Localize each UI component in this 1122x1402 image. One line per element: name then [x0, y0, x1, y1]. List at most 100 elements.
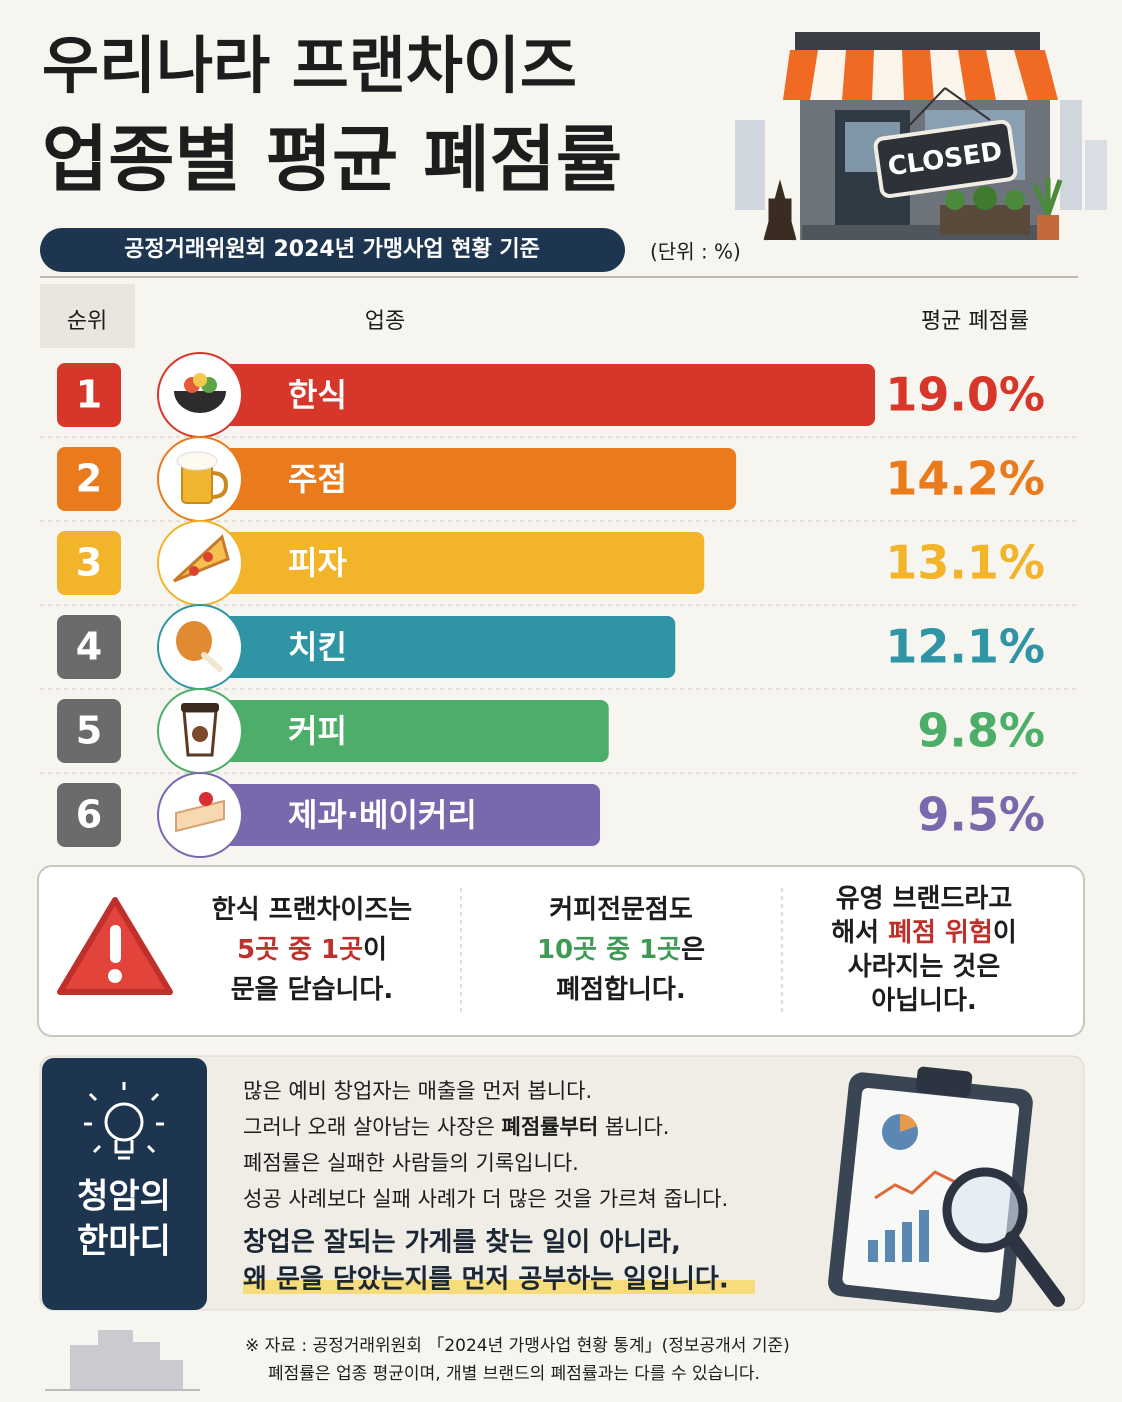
value-label: 13.1% — [885, 536, 1045, 590]
rank-badge — [57, 615, 121, 679]
value-label: 9.8% — [917, 704, 1045, 758]
rank: 3 — [76, 541, 102, 585]
category-icon — [181, 703, 219, 757]
rank-badge — [57, 531, 121, 595]
category-icon — [176, 621, 223, 672]
text-segment: 커피전문점도 — [549, 895, 693, 925]
text-segment: 한식 프랜차이즈는 — [212, 895, 412, 925]
bulb-icon — [84, 1082, 164, 1160]
text-segment: 해서 — [831, 918, 888, 948]
category-label: 한식 — [288, 376, 347, 414]
text-segment: 폐점률은 실패한 사람들의 기록입니다. — [243, 1151, 579, 1175]
category-label: 제과·베이커리 — [288, 796, 477, 834]
text-segment: 성공 사례보다 실패 사례가 더 많은 것을 가르쳐 줍니다. — [243, 1187, 728, 1211]
advice-label-box — [42, 1058, 207, 1310]
text-line: 사라지는 것은 — [848, 952, 1001, 982]
value-label: 14.2% — [885, 452, 1045, 506]
subtitle-pill — [40, 228, 625, 272]
text-line: 커피전문점도 — [549, 895, 693, 925]
title-line: 우리나라 프랜차이즈 — [42, 29, 577, 102]
text-line: 폐점률은 실패한 사람들의 기록입니다. — [243, 1151, 579, 1175]
icon-part — [175, 799, 225, 833]
rank: 5 — [76, 709, 102, 753]
text-line: 한식 프랜차이즈는 — [212, 895, 412, 925]
emphasis: 5곳 중 1곳 — [237, 935, 363, 965]
rank-badge — [57, 363, 121, 427]
text-segment: 아닙니다. — [871, 986, 977, 1016]
advice-emphasis: 창업은 잘되는 가게를 찾는 일이 아니라, — [243, 1228, 681, 1258]
bar-rows: 1 한식 19.0% 2 주점 14.2% 3 피자 13.1% 4 치킨 12.1% 5 커피 9.8% 6… — [40, 352, 1080, 858]
value-label: 9.5% — [917, 788, 1045, 842]
icon-part — [203, 552, 213, 562]
advice-label: 한마디 — [77, 1222, 171, 1262]
icon-part — [192, 726, 208, 742]
header-cell — [40, 284, 135, 348]
text-line: 해서 폐점 위험이 — [831, 918, 1017, 948]
icon-part — [189, 566, 199, 576]
bar — [200, 532, 705, 594]
rank: 1 — [76, 373, 102, 417]
text-line: 폐점합니다. — [556, 975, 685, 1005]
icon-part — [176, 621, 212, 661]
icon-part — [172, 534, 230, 583]
text-line: 아닙니다. — [871, 986, 977, 1016]
text-line: 그러나 오래 살아남는 사장은 폐점률부터 봅니다. — [243, 1115, 669, 1139]
column-header: 평균 폐점률 — [921, 309, 1029, 334]
bar — [200, 700, 609, 762]
text-segment: 문을 닫습니다. — [231, 975, 393, 1005]
highlight — [243, 1280, 755, 1294]
insight-box — [37, 865, 1085, 1037]
advice-emphasis: 왜 문을 닫았는지를 먼저 공부하는 일입니다. — [243, 1265, 729, 1295]
text-segment: 그러나 오래 살아남는 사장은 — [243, 1115, 502, 1139]
icon-part — [211, 471, 229, 499]
value-label: 19.0% — [885, 368, 1045, 422]
text-segment: 사라지는 것은 — [848, 952, 1001, 982]
clipboard-illustration — [828, 1066, 1065, 1313]
bar — [200, 364, 876, 426]
text-segment: 봅니다. — [598, 1115, 669, 1139]
text-line: 문을 닫습니다. — [231, 975, 393, 1005]
text-line: 많은 예비 창업자는 매출을 먼저 봅니다. — [243, 1079, 592, 1103]
category-label: 주점 — [288, 460, 347, 498]
column-header: 순위 — [67, 309, 107, 334]
bar — [200, 616, 676, 678]
text-line: 유영 브랜드라고 — [836, 884, 1013, 914]
emphasis: 10곳 중 1곳 — [537, 935, 681, 965]
storefront-illustration — [735, 32, 1107, 241]
rank: 4 — [76, 625, 102, 669]
text-line: 10곳 중 1곳은 — [537, 935, 705, 965]
icon-part — [193, 373, 207, 387]
rank: 6 — [76, 793, 102, 837]
warning-icon — [57, 897, 173, 995]
text-segment: 이 — [993, 918, 1017, 948]
text-segment: 이 — [363, 935, 387, 965]
category-icon — [176, 451, 229, 504]
category-icon — [172, 534, 230, 583]
text-line: 성공 사례보다 실패 사례가 더 많은 것을 가르쳐 줍니다. — [243, 1187, 728, 1211]
text-line: 5곳 중 1곳이 — [237, 935, 387, 965]
icon-part — [199, 792, 213, 806]
icon-part — [174, 391, 226, 413]
category-icon — [175, 792, 225, 833]
bar — [200, 784, 601, 846]
bar — [200, 448, 737, 510]
title-line: 업종별 평균 폐점률 — [42, 118, 622, 202]
rank-badge — [57, 699, 121, 763]
buildings-icon — [45, 1330, 200, 1391]
text-segment: 많은 예비 창업자는 매출을 먼저 봅니다. — [243, 1079, 592, 1103]
footnote: 폐점률은 업종 평균이며, 개별 브랜드의 폐점률과는 다를 수 있습니다. — [268, 1364, 760, 1384]
text-segment: 은 — [681, 935, 705, 965]
category-icon — [174, 373, 226, 413]
text-segment: 폐점합니다. — [556, 975, 685, 1005]
icon-part — [181, 703, 219, 712]
rank-badge — [57, 447, 121, 511]
column-header: 업종 — [365, 309, 405, 334]
category-label: 피자 — [288, 544, 347, 582]
rank-badge — [57, 783, 121, 847]
category-label: 커피 — [288, 712, 347, 750]
footnote: ※ 자료 : 공정거래위원회 「2024년 가맹사업 현황 통계」(정보공개서 … — [245, 1336, 790, 1356]
